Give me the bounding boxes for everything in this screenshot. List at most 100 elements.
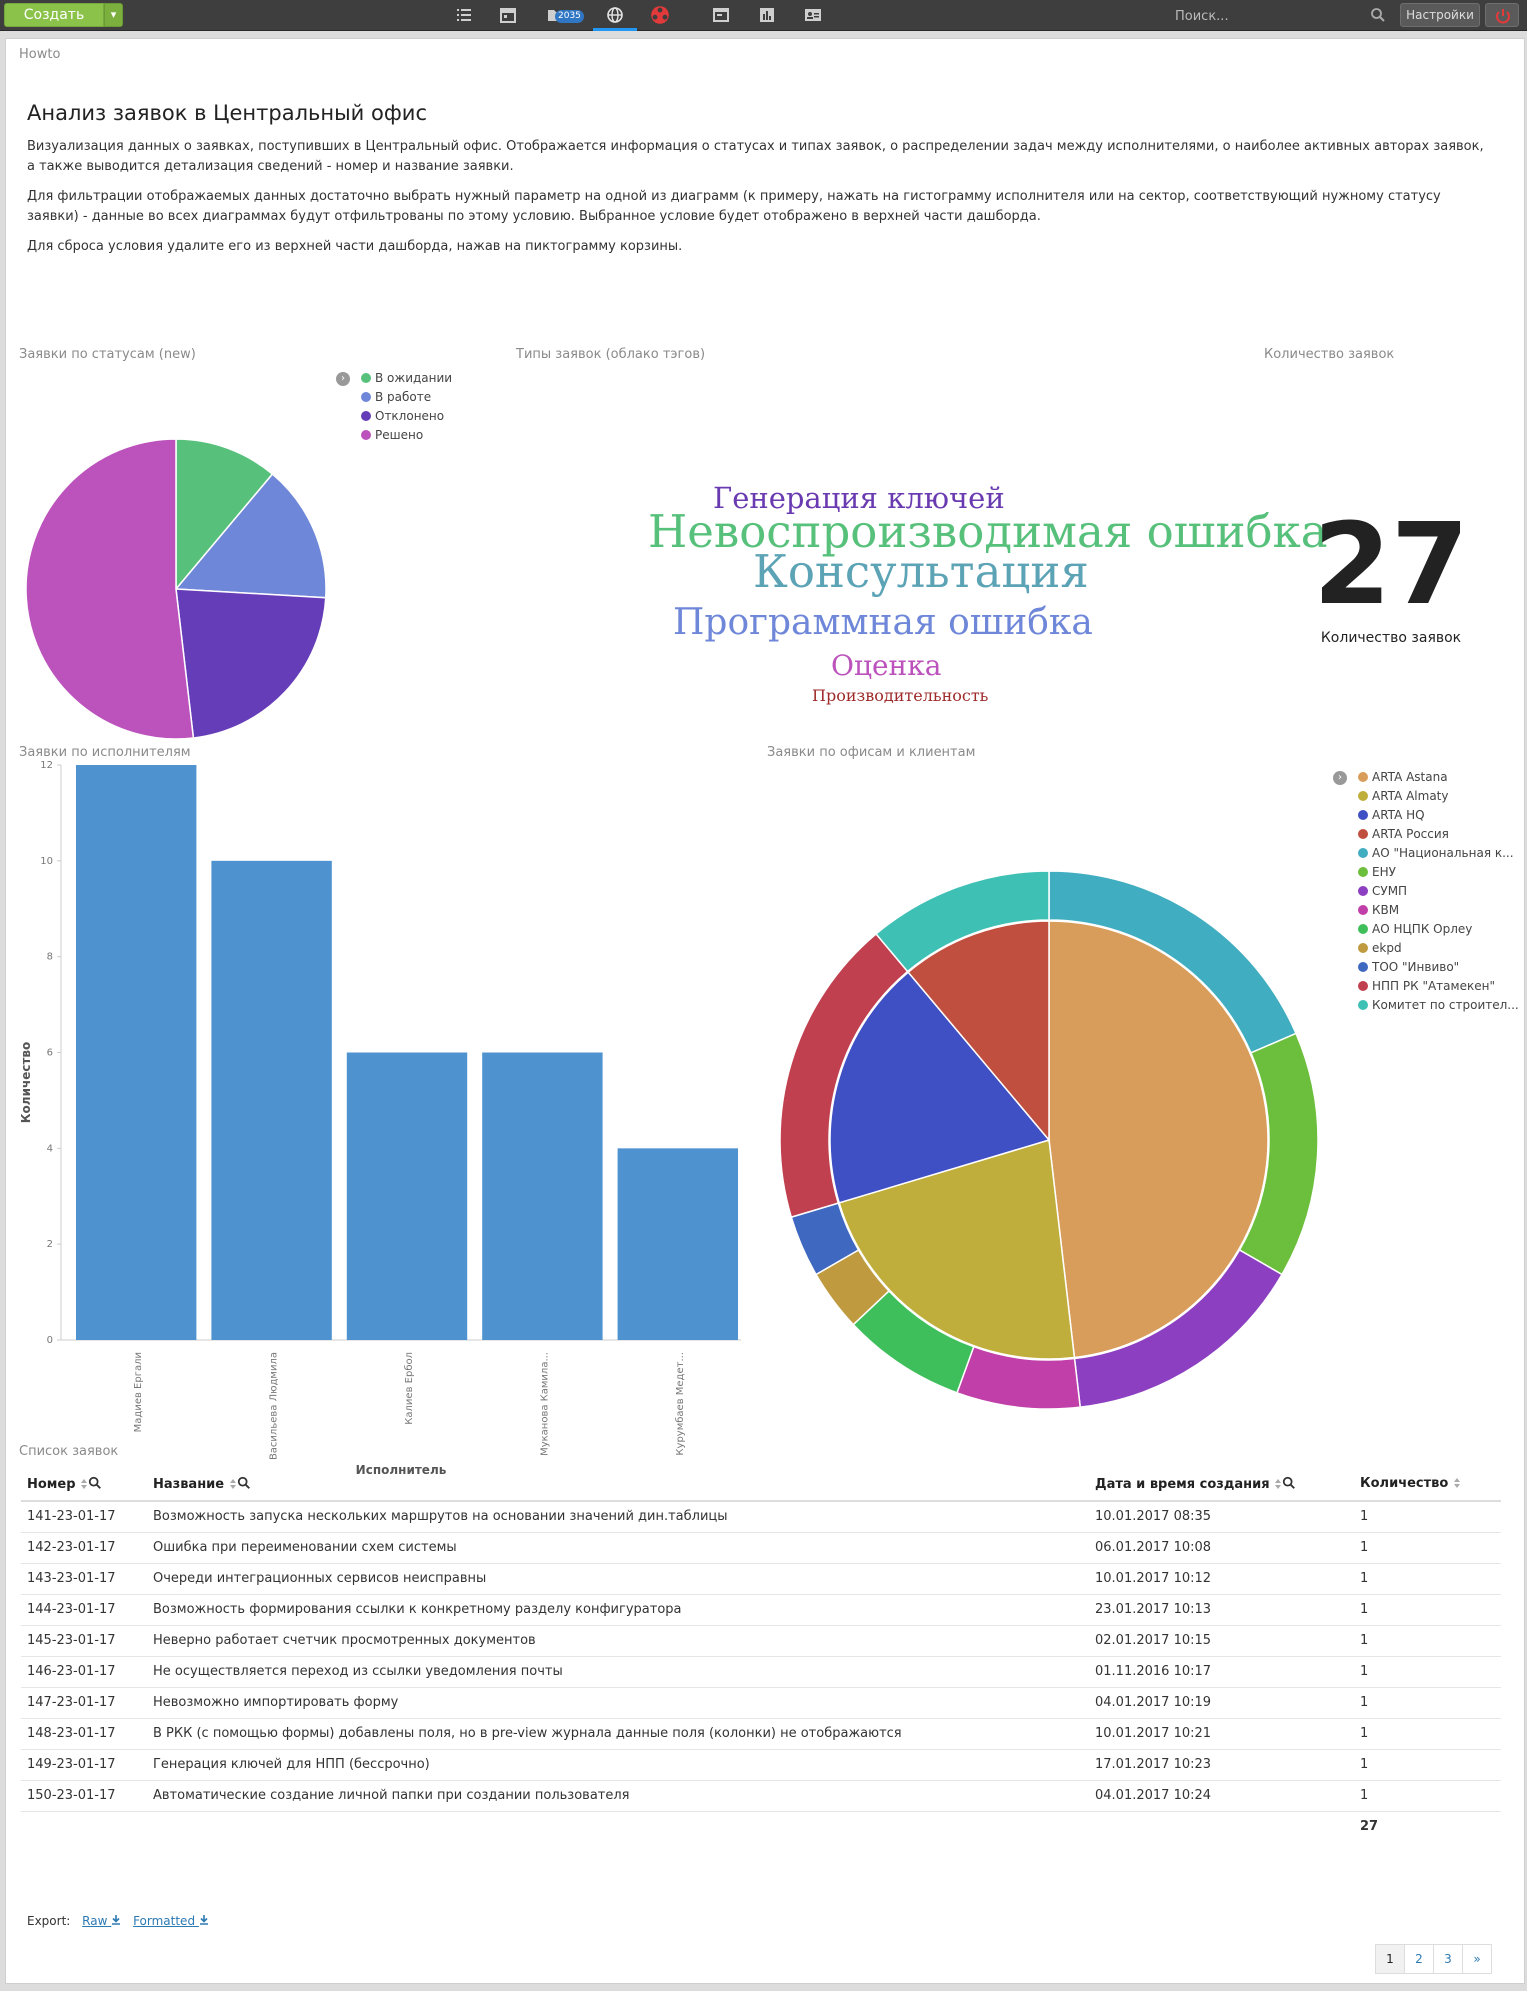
table-row[interactable]: 143-23-01-17 Очереди интеграционных серви… (21, 1563, 1501, 1595)
page-link-1[interactable]: 1 (1375, 1944, 1405, 1974)
legend-item[interactable]: АО НЦПК Орлеу (1358, 920, 1519, 939)
legend-item[interactable]: ekpd (1358, 939, 1519, 958)
legend-item[interactable]: В работе (361, 388, 452, 407)
inner-slice-arta-hq[interactable] (829, 971, 1051, 1204)
sort-icon[interactable] (80, 1478, 88, 1494)
global-search-input[interactable] (1175, 5, 1375, 27)
table-row[interactable]: 149-23-01-17 Генерация ключей для НПП (бе… (21, 1749, 1501, 1781)
table-row[interactable]: 144-23-01-17 Возможность формирования ссы… (21, 1594, 1501, 1626)
logout-button[interactable] (1485, 3, 1519, 27)
filter-search-icon[interactable] (1282, 1476, 1296, 1494)
legend-swatch (361, 392, 371, 402)
tag-генерация-ключей[interactable]: Генерация ключей (713, 481, 1005, 515)
table-cell: 146-23-01-17 (21, 1656, 147, 1688)
y-tick-label: 8 (47, 952, 53, 963)
create-button[interactable]: Создать (4, 3, 104, 27)
table-cell: 145-23-01-17 (21, 1625, 147, 1657)
export-formatted-link[interactable]: Formatted (133, 1914, 209, 1928)
table-cell: 1 (1354, 1687, 1501, 1719)
table-row[interactable]: 146-23-01-17 Не осуществляется переход из… (21, 1656, 1501, 1688)
x-tick-label: Васильева Людмила (269, 1352, 280, 1460)
column-header-number[interactable]: Номер (21, 1469, 147, 1502)
app-logo-icon[interactable] (648, 4, 672, 26)
filter-search-icon[interactable] (237, 1476, 251, 1494)
legend-label: Отклонено (375, 409, 445, 423)
legend-item[interactable]: ARTA Almaty (1358, 787, 1519, 806)
pie-slice-отклонено[interactable] (175, 588, 327, 739)
legend-item[interactable]: СУМП (1358, 882, 1519, 901)
y-tick-label: 10 (40, 856, 53, 867)
bar-калиев-ербол[interactable] (346, 1052, 468, 1341)
bar-мадиев-ергали[interactable] (76, 765, 197, 1340)
globe-icon[interactable] (604, 5, 626, 25)
legend-item[interactable]: ЕНУ (1358, 863, 1519, 882)
x-tick-label: Курумбаев Медет... (675, 1352, 686, 1456)
legend-item[interactable]: ARTA Astana (1358, 768, 1519, 787)
legend-item[interactable]: Решено (361, 426, 452, 445)
search-icon[interactable] (1370, 7, 1386, 23)
tag-консультация[interactable]: Консультация (753, 545, 1089, 598)
page-link-3[interactable]: 3 (1433, 1944, 1463, 1974)
pie-slice-в-работе[interactable] (174, 473, 327, 599)
tag-невоспроизводимая-ошибка[interactable]: Невоспроизводимая ошибка (648, 505, 1328, 558)
pie-slice-в-ожидании[interactable] (175, 438, 274, 592)
table-cell: 150-23-01-17 (21, 1780, 147, 1812)
list-view-icon[interactable] (453, 5, 475, 25)
legend-item[interactable]: КВМ (1358, 901, 1519, 920)
column-header-created-at[interactable]: Дата и время создания (1089, 1469, 1354, 1502)
table-row[interactable]: 142-23-01-17 Ошибка при переименовании сх… (21, 1532, 1501, 1564)
legend-item[interactable]: ТОО "Инвиво" (1358, 958, 1519, 977)
tag-производительность[interactable]: Производительность (812, 686, 989, 705)
legend-item[interactable]: В ожидании (361, 369, 452, 388)
table-row[interactable]: 147-23-01-17 Невозможно импортировать фор… (21, 1687, 1501, 1719)
column-header-count[interactable]: Количество (1354, 1469, 1501, 1502)
sort-icon[interactable] (229, 1478, 237, 1494)
tag-программная-ошибка[interactable]: Программная ошибка (673, 602, 1093, 643)
calendar-icon[interactable] (497, 5, 519, 25)
window-icon[interactable] (710, 5, 732, 25)
sort-icon[interactable] (1453, 1477, 1461, 1493)
pagination: 1 2 3 » (1375, 1944, 1492, 1974)
outer-slice-комитет-по-строител[interactable] (875, 870, 1050, 973)
sort-icon[interactable] (1274, 1478, 1282, 1494)
pie-slice-решено[interactable] (25, 438, 195, 740)
column-header-title[interactable]: Название (147, 1469, 1089, 1502)
legend-item[interactable]: ARTA HQ (1358, 806, 1519, 825)
status-legend-toggle-icon[interactable]: › (336, 372, 350, 386)
legend-item[interactable]: АО "Национальная к... (1358, 844, 1519, 863)
inner-slice-arta-almaty[interactable] (838, 1139, 1076, 1360)
table-cell: 144-23-01-17 (21, 1594, 147, 1626)
bar-васильева-людмила[interactable] (211, 860, 332, 1340)
legend-item[interactable]: ARTA Россия (1358, 825, 1519, 844)
offices-chart-title: Заявки по офисам и клиентам (767, 745, 976, 760)
offices-legend-toggle-icon[interactable]: › (1333, 771, 1347, 785)
requests-table-wrapper: Номер Название Дата и время создания Кол… (21, 1469, 1501, 1842)
bar-муканова-камила[interactable] (482, 1052, 603, 1341)
column-label: Название (153, 1476, 225, 1492)
page-link-2[interactable]: 2 (1404, 1944, 1434, 1974)
table-row[interactable]: 148-23-01-17 В РКК (с помощью формы) доба… (21, 1718, 1501, 1750)
bar-курумбаев-медет[interactable] (617, 1148, 738, 1340)
tag-оценка[interactable]: Оценка (831, 649, 942, 682)
reports-chart-icon[interactable] (756, 5, 778, 25)
contacts-card-icon[interactable] (802, 5, 824, 25)
legend-label: АО "Национальная к... (1372, 846, 1514, 860)
legend-swatch (1358, 924, 1368, 934)
table-row[interactable]: 141-23-01-17 Возможность запуска нескольк… (21, 1501, 1501, 1533)
table-row[interactable]: 145-23-01-17 Неверно работает счетчик про… (21, 1625, 1501, 1657)
settings-button[interactable]: Настройки (1400, 3, 1480, 27)
legend-item[interactable]: НПП РК "Атамекен" (1358, 977, 1519, 996)
table-cell: Невозможно импортировать форму (147, 1687, 1089, 1719)
export-raw-link[interactable]: Raw (82, 1914, 121, 1928)
filter-search-icon[interactable] (88, 1476, 102, 1494)
requests-table-body: 141-23-01-17 Возможность запуска нескольк… (21, 1501, 1501, 1842)
inner-slice-arta-россия[interactable] (907, 920, 1050, 1143)
legend-item[interactable]: Отклонено (361, 407, 452, 426)
table-row[interactable]: 150-23-01-17 Автоматические создание личн… (21, 1780, 1501, 1812)
table-cell: 1 (1354, 1780, 1501, 1812)
inner-slice-arta-astana[interactable] (1048, 920, 1269, 1359)
legend-item[interactable]: Комитет по строител... (1358, 996, 1519, 1015)
create-dropdown-toggle[interactable]: ▾ (104, 3, 123, 27)
legend-label: В ожидании (375, 371, 453, 385)
page-link-next[interactable]: » (1462, 1944, 1492, 1974)
